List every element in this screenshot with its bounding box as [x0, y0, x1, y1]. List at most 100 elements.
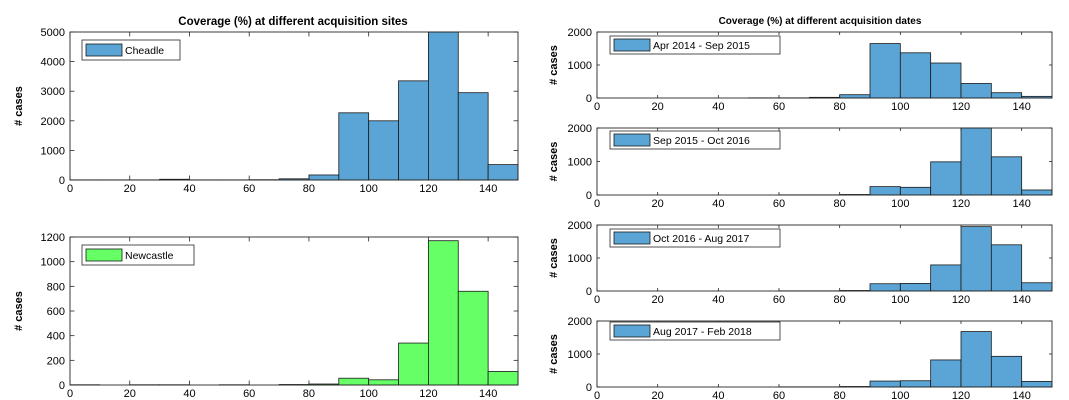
- histogram-bar: [960, 83, 992, 99]
- y-tick-label: 4000: [41, 57, 65, 69]
- legend: Apr 2014 - Sep 2015: [609, 35, 781, 55]
- y-tick-label: 1000: [568, 349, 592, 361]
- x-tick-label: 100: [359, 183, 377, 195]
- axes-box: [69, 31, 519, 181]
- x-tick-label: 120: [952, 294, 970, 306]
- x-tick-label: 80: [834, 198, 846, 210]
- x-tick-label: 140: [1012, 294, 1030, 306]
- y-tick-label: 2000: [568, 27, 592, 39]
- x-tick-label: 0: [594, 101, 600, 113]
- x-tick-label: 40: [712, 198, 724, 210]
- histogram-bar: [899, 380, 932, 388]
- legend-label: Aug 2017 - Feb 2018: [653, 326, 752, 338]
- x-tick-label: 0: [67, 183, 73, 195]
- histogram-bar: [990, 244, 1023, 292]
- histogram-bar: [427, 31, 459, 181]
- histogram-bar: [960, 226, 992, 292]
- histogram-bar: [487, 164, 519, 181]
- histogram-bar: [930, 62, 962, 99]
- x-tick-label: 0: [594, 390, 600, 400]
- legend-box: [609, 321, 781, 341]
- y-tick-label: 0: [586, 382, 592, 394]
- histogram-bar: [487, 371, 519, 386]
- chart-panel-newcastle: 0 20 40 60 80 100 120 140 0 200 400 600 800 1000 1200 #…: [13, 232, 519, 400]
- y-tick-label: 1000: [568, 157, 592, 169]
- x-tick-label: 20: [124, 183, 136, 195]
- x-tick-label: 100: [891, 198, 909, 210]
- chart-panel-date3: 0 20 40 60 80 100 120 140 0 1000 2000 # cases Oct 20…: [548, 220, 1053, 306]
- chart-panel-date4: 0 20 40 60 80 100 120 140 0 1000 2000 # cases Aug 20…: [548, 316, 1053, 400]
- x-tick-label: 100: [891, 390, 909, 400]
- legend-label: Cheadle: [125, 45, 164, 57]
- y-tick-label: 0: [586, 190, 592, 202]
- histogram-bar: [899, 52, 932, 99]
- x-tick-label: 100: [891, 294, 909, 306]
- histogram-bar: [1021, 282, 1053, 292]
- x-tick-label: 140: [479, 388, 497, 400]
- y-tick-label: 2000: [568, 316, 592, 328]
- y-tick-label: 1000: [568, 60, 592, 72]
- axes-box: [596, 127, 1053, 196]
- histogram-bar: [869, 283, 901, 292]
- histogram-bar: [869, 186, 901, 196]
- y-tick-label: 600: [47, 306, 65, 318]
- legend: Newcastle: [81, 244, 195, 266]
- histogram-bar: [869, 43, 901, 99]
- legend: Aug 2017 - Feb 2018: [609, 321, 781, 341]
- chart-panels: 0 20 40 60 80 100 120 140010002000300040005000#…: [13, 27, 1053, 400]
- histogram-bar: [839, 94, 871, 99]
- x-tick-label: 40: [712, 390, 724, 400]
- histogram-bar: [368, 120, 399, 181]
- x-tick-label: 60: [243, 183, 255, 195]
- y-axis-label: # cases: [13, 86, 25, 126]
- histogram-bar: [960, 331, 992, 388]
- x-tick-label: 80: [303, 183, 315, 195]
- y-tick-label: 2000: [41, 116, 65, 128]
- x-tick-label: 60: [773, 198, 785, 210]
- x-tick-label: 80: [834, 101, 846, 113]
- histogram-bar: [457, 92, 489, 181]
- histogram-bar: [427, 240, 459, 386]
- chart-panel-cheadle: 0 20 40 60 80 100 120 140 0 1000 2000 3000 4000 5000 #…: [13, 27, 519, 195]
- x-tick-label: 120: [419, 183, 437, 195]
- histogram-bar: [960, 127, 992, 196]
- x-tick-label: 0: [594, 198, 600, 210]
- histogram-bar: [368, 379, 399, 386]
- y-tick-label: 3000: [41, 86, 65, 98]
- legend: Sep 2015 - Oct 2016: [609, 130, 781, 150]
- axes-box: [596, 224, 1053, 292]
- legend-box: [609, 228, 781, 248]
- x-tick-label: 40: [183, 183, 195, 195]
- legend-swatch: [613, 231, 651, 245]
- legend-swatch: [85, 248, 123, 262]
- y-tick-label: 5000: [41, 27, 65, 39]
- y-tick-label: 1000: [41, 257, 65, 269]
- x-tick-label: 20: [652, 294, 664, 306]
- y-tick-label: 400: [47, 331, 65, 343]
- legend-swatch: [85, 43, 123, 57]
- left-figure-title: Coverage (%) at different acquisition si…: [178, 16, 407, 28]
- histogram-bar: [990, 355, 1023, 388]
- y-tick-label: 1200: [41, 232, 65, 244]
- x-tick-label: 0: [594, 294, 600, 306]
- y-axis-label: # cases: [13, 291, 25, 331]
- histogram-bar: [398, 342, 429, 386]
- histogram-bar: [398, 80, 429, 181]
- y-tick-label: 2000: [568, 220, 592, 232]
- legend-swatch: [613, 38, 651, 52]
- legend-swatch: [613, 324, 651, 338]
- axes-box: [596, 31, 1053, 99]
- histogram-bar: [1021, 380, 1053, 388]
- y-axis-label: # cases: [548, 45, 560, 85]
- legend-label: Sep 2015 - Oct 2016: [653, 135, 750, 147]
- histogram-bar: [990, 156, 1023, 196]
- x-tick-label: 60: [773, 101, 785, 113]
- x-tick-label: 120: [952, 390, 970, 400]
- histogram-bar: [338, 112, 370, 181]
- x-tick-label: 80: [303, 388, 315, 400]
- y-axis-label: # cases: [548, 334, 560, 374]
- histogram-bar: [930, 161, 962, 196]
- histogram-bar: [930, 359, 962, 388]
- x-tick-label: 140: [1012, 101, 1030, 113]
